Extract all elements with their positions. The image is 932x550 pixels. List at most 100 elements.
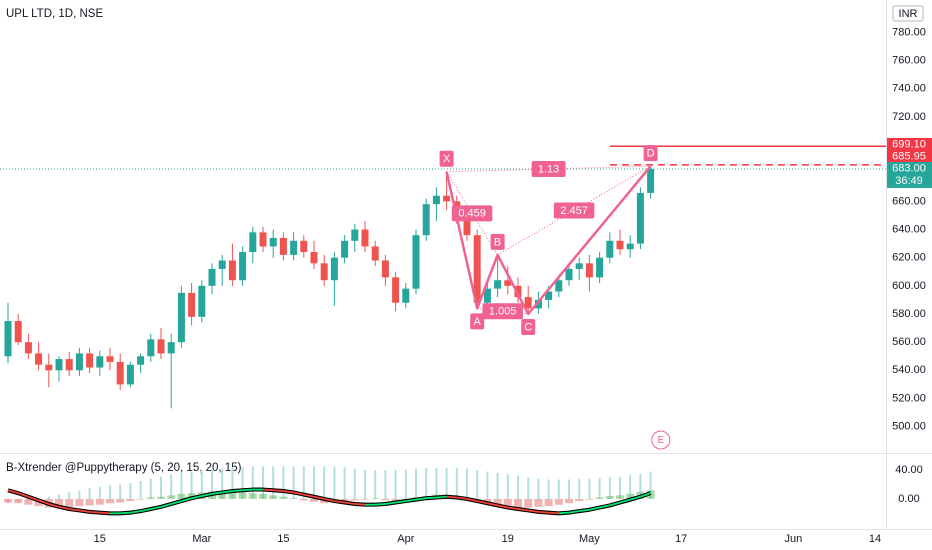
- price-line-box: [887, 149, 932, 162]
- histogram-bar: [554, 498, 563, 505]
- candle-body: [126, 364, 134, 385]
- trend-segment: [415, 497, 427, 501]
- candle-body: [259, 232, 267, 247]
- pattern-ratio-box: [553, 202, 595, 219]
- candle-body: [208, 268, 216, 286]
- trend-segment: [69, 508, 80, 512]
- histogram-bar: [269, 495, 278, 499]
- pattern-ratio-box: [451, 205, 493, 222]
- long-histogram-bar: [302, 466, 305, 499]
- long-histogram-bar: [649, 471, 652, 499]
- y-tick-label: 760.00: [892, 54, 926, 66]
- long-histogram-bar: [506, 474, 509, 499]
- trend-segment: [324, 498, 335, 502]
- long-histogram-bar: [190, 471, 193, 499]
- long-histogram-bar: [231, 467, 234, 499]
- histogram-bar: [187, 493, 196, 499]
- long-histogram-bar: [578, 478, 581, 499]
- histogram-bar: [381, 498, 390, 501]
- histogram-bar: [34, 498, 43, 507]
- candle-body: [514, 285, 522, 298]
- pattern-point-label: C: [524, 321, 532, 333]
- histogram-bar: [95, 498, 104, 505]
- y-tick-label: 660.00: [892, 195, 926, 207]
- trend-segment: [456, 496, 468, 500]
- trend-segment: [232, 489, 243, 492]
- trend-segment: [497, 504, 508, 509]
- trend-segment: [548, 511, 559, 515]
- long-histogram-bar: [323, 466, 326, 499]
- trend-segment: [466, 498, 478, 502]
- trend-segment: [120, 511, 131, 515]
- trend-segment: [477, 500, 488, 505]
- candle-body: [647, 168, 655, 193]
- candle-body: [65, 359, 73, 371]
- long-histogram-bar: [221, 468, 224, 499]
- long-histogram-bar: [455, 467, 458, 499]
- pattern-point-label: X: [443, 153, 451, 165]
- long-histogram-bar: [211, 469, 213, 499]
- histogram-bar: [146, 497, 155, 499]
- pattern-ratio-label: 1.13: [538, 163, 559, 175]
- trend-segment: [619, 498, 631, 504]
- trend-segment: [538, 510, 549, 514]
- candle-body: [412, 235, 420, 289]
- histogram-bar: [493, 498, 502, 506]
- candle-body: [96, 356, 104, 368]
- candle-body: [147, 339, 155, 357]
- trend-segment: [640, 492, 651, 498]
- trend-segment: [211, 491, 223, 495]
- currency: INR: [899, 8, 918, 20]
- long-histogram-bar: [200, 470, 203, 499]
- candle-body: [636, 192, 644, 244]
- candle-body: [35, 353, 43, 365]
- y-tick-label: 40.00: [895, 464, 923, 476]
- x-tick-label: 17: [675, 533, 687, 545]
- candle-body: [351, 229, 359, 241]
- histogram-bar: [299, 498, 308, 501]
- histogram-bar: [595, 497, 604, 499]
- trend-segment: [38, 499, 50, 505]
- trend-segment: [446, 495, 457, 499]
- trend-segment: [201, 492, 213, 497]
- trend-segment: [89, 510, 100, 514]
- candle-body: [463, 218, 471, 236]
- long-histogram-bar: [333, 466, 336, 499]
- price-line-box: [887, 137, 932, 150]
- pattern-point-box: [643, 145, 658, 162]
- price-line-label: 685.95: [892, 150, 926, 162]
- histogram-bar: [218, 491, 227, 499]
- candle-body: [524, 297, 532, 309]
- x-tick-label: 19: [502, 533, 514, 545]
- candle-body: [167, 342, 175, 354]
- long-histogram-bar: [537, 478, 540, 499]
- histogram-bar: [361, 498, 369, 500]
- candle-body: [188, 292, 196, 317]
- trend-segment: [558, 511, 570, 515]
- trend-segment: [528, 509, 539, 513]
- candle-body: [279, 237, 287, 255]
- trend-segment: [79, 509, 90, 513]
- candle-body: [585, 263, 593, 278]
- current-price-box: [887, 161, 932, 188]
- trend-segment: [293, 491, 304, 496]
- x-tick-label: 15: [94, 533, 106, 545]
- histogram-bar: [565, 498, 573, 504]
- long-histogram-bar: [364, 470, 366, 499]
- candle-body: [565, 268, 573, 281]
- histogram-bar: [605, 496, 614, 499]
- x-tick-label: 14: [869, 533, 881, 545]
- histogram-bar: [177, 493, 186, 499]
- long-histogram-bar: [598, 478, 601, 499]
- y-tick-label: 640.00: [892, 223, 926, 235]
- candle-body: [218, 260, 226, 269]
- x-tick-label: Apr: [397, 533, 414, 545]
- histogram-bar: [65, 498, 74, 507]
- candle-body: [402, 288, 410, 303]
- trend-segment: [579, 508, 590, 513]
- trend-segment: [17, 492, 29, 498]
- long-histogram-bar: [68, 492, 71, 499]
- long-histogram-bar: [47, 496, 50, 499]
